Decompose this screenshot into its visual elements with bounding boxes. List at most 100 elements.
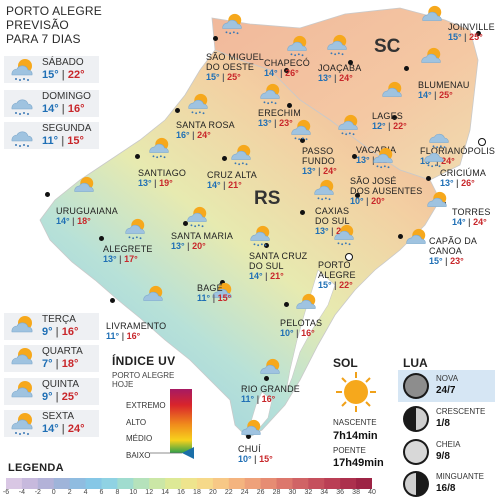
city-name: FLORIANÓPOLIS bbox=[420, 146, 496, 156]
forecast-min: 7° bbox=[42, 358, 53, 370]
page-header: PORTO ALEGRE PREVISÃO PARA 7 DIAS bbox=[6, 4, 106, 46]
cloud-rain-icon bbox=[429, 133, 449, 149]
city-label: BLUMENAU 14° | 25° bbox=[418, 80, 470, 100]
forecast-temps: 11° | 15° bbox=[42, 135, 84, 147]
city-min: 11° bbox=[241, 394, 255, 404]
city-name: BLUMENAU bbox=[418, 80, 470, 90]
moon-phase-2: CHEIA 9/8 bbox=[398, 436, 495, 468]
city-weather-icon bbox=[378, 80, 406, 109]
sun-cloud-rain-icon bbox=[222, 13, 242, 35]
forecast-day-name: SEGUNDA bbox=[42, 123, 92, 134]
scale-swatch bbox=[340, 478, 357, 489]
city-min: 10° bbox=[350, 196, 364, 206]
city-min: 14° bbox=[249, 271, 263, 281]
city-marker bbox=[287, 103, 292, 108]
scale-tick-label: 36 bbox=[336, 489, 345, 496]
city-temps: 14° | 18° bbox=[56, 216, 118, 226]
scale-swatch bbox=[292, 478, 309, 489]
scale-tick-label: 28 bbox=[272, 489, 281, 496]
city-temps: 11° | 16° bbox=[241, 394, 300, 404]
sun-cloud-rain-icon bbox=[188, 93, 208, 115]
city-min: 11° bbox=[197, 293, 211, 303]
state-label-sc: SC bbox=[374, 36, 401, 57]
city-weather-icon bbox=[183, 205, 211, 234]
scale-swatch bbox=[276, 478, 293, 489]
city-marker bbox=[183, 221, 188, 226]
moon-phase-name: MINGUANTE bbox=[436, 472, 484, 481]
city-label: PORTO ALEGRE 15° | 22° bbox=[318, 260, 356, 290]
scale-tick-label: 8 bbox=[115, 489, 120, 496]
sun-cloud-rain-icon bbox=[231, 144, 251, 166]
uv-level-extremo: EXTREMO bbox=[126, 401, 166, 410]
city-temps: 10° | 15° bbox=[238, 454, 273, 464]
moon-title: LUA bbox=[403, 356, 428, 370]
header-period: PARA 7 DIAS bbox=[6, 32, 81, 46]
city-label: ALEGRETE 13° | 17° bbox=[103, 244, 153, 264]
forecast-max: 18° bbox=[61, 358, 79, 370]
city-max: 26° bbox=[461, 178, 475, 188]
city-temps: 10° | 16° bbox=[280, 328, 322, 338]
forecast-day-2: SEGUNDA 11° | 15° bbox=[4, 122, 99, 149]
scale-swatch bbox=[133, 478, 150, 489]
city-marker bbox=[300, 210, 305, 215]
sun-cloud-icon bbox=[406, 228, 426, 244]
city-name: CRUZ ALTA bbox=[207, 170, 257, 180]
sun-cloud-rain-icon bbox=[187, 206, 207, 228]
city-label: SANTA ROSA 16° | 24° bbox=[176, 120, 235, 140]
sun-cloud-icon bbox=[422, 5, 442, 21]
city-min: 15° bbox=[318, 280, 332, 290]
city-max: 26° bbox=[285, 68, 299, 78]
city-weather-icon bbox=[283, 34, 311, 63]
city-weather-icon bbox=[237, 418, 265, 447]
temp-separator: | bbox=[315, 166, 324, 176]
city-min: 13° bbox=[138, 178, 152, 188]
uv-current-marker bbox=[182, 447, 194, 459]
city-temps: 16° | 24° bbox=[176, 130, 235, 140]
city-temps: 14° | 21° bbox=[207, 180, 257, 190]
temperature-scale-ticks: -6 -4 -2 0 2 4 6 8 10 12 14 16 18 20 22 24 26 28 30 32 34 36 3… bbox=[3, 489, 376, 499]
city-max: 18° bbox=[77, 216, 91, 226]
forecast-max: 16° bbox=[67, 103, 85, 115]
forecast-day-1: DOMINGO 14° | 16° bbox=[4, 90, 99, 117]
scale-tick-label: 2 bbox=[67, 489, 72, 496]
city-max: 19° bbox=[159, 178, 173, 188]
sun-cloud-icon bbox=[212, 282, 232, 298]
city-label: SANTA MARIA 13° | 20° bbox=[171, 231, 233, 251]
city-max: 21° bbox=[228, 180, 242, 190]
forecast-temps: 14° | 24° bbox=[42, 423, 84, 435]
rio-grande-do-sul-region bbox=[39, 49, 441, 439]
city-name: SANTA CRUZ bbox=[249, 251, 308, 261]
city-min: 14° bbox=[56, 216, 70, 226]
sun-icon bbox=[336, 372, 376, 412]
cloud-rain-icon bbox=[11, 131, 33, 147]
sun-cloud-icon bbox=[421, 47, 441, 63]
city-min: 13° bbox=[440, 178, 454, 188]
city-weather-icon bbox=[208, 281, 236, 310]
state-label-rs: RS bbox=[254, 188, 281, 209]
city-max: 25° bbox=[469, 32, 483, 42]
city-weather-icon bbox=[70, 175, 98, 204]
scale-swatch bbox=[6, 478, 23, 489]
scale-swatch bbox=[149, 478, 166, 489]
city-name: LIVRAMENTO bbox=[106, 321, 167, 331]
city-weather-icon bbox=[369, 146, 397, 175]
temp-separator: | bbox=[369, 155, 378, 165]
city-marker bbox=[222, 156, 227, 161]
uv-level-baixo: BAIXO bbox=[126, 451, 151, 460]
scale-tick-label: 16 bbox=[177, 489, 185, 496]
city-max: 21° bbox=[270, 271, 284, 281]
city-name: CRICIÚMA bbox=[440, 168, 487, 178]
scale-tick-label: 24 bbox=[240, 489, 249, 496]
temp-separator: | bbox=[58, 69, 68, 81]
scale-tick-label: 20 bbox=[208, 489, 217, 496]
forecast-temps: 9° | 25° bbox=[42, 391, 78, 403]
city-marker bbox=[264, 376, 269, 381]
city-name: ERECHIM bbox=[258, 108, 301, 118]
city-label: PELOTAS 10° | 16° bbox=[280, 318, 322, 338]
city-name: PORTO bbox=[318, 260, 351, 270]
scale-tick-label: 32 bbox=[304, 489, 313, 496]
temp-separator: | bbox=[465, 217, 474, 227]
sun-cloud-rain-icon bbox=[149, 137, 169, 159]
sunset-label: POENTE bbox=[333, 446, 366, 455]
